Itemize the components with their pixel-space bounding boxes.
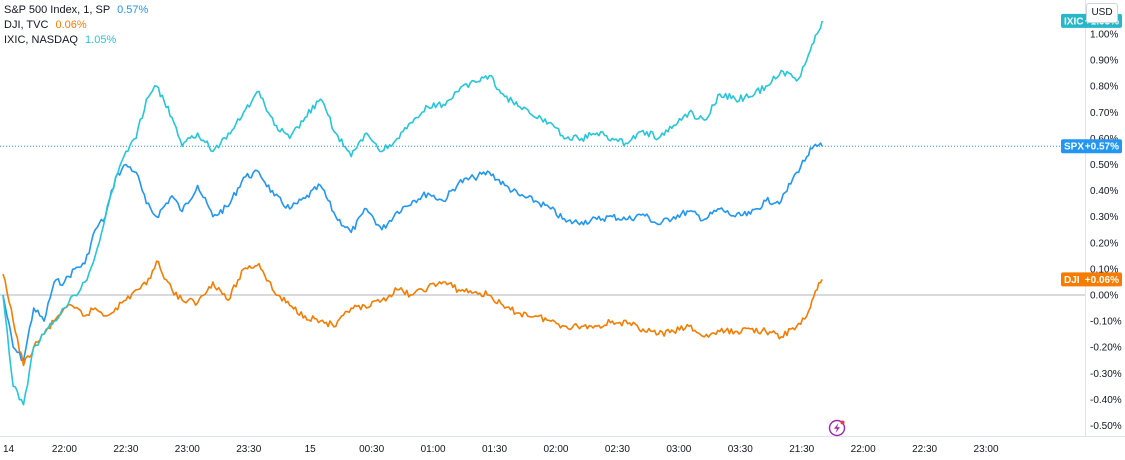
x-tick-label: 23:00	[974, 444, 999, 455]
x-tick-label: 22:00	[52, 444, 77, 455]
y-tick-label: -0.10%	[1090, 317, 1122, 328]
time-axis[interactable]: 14 22:00 22:30 23:00 23:30 15 00:30 01:00 01:30 0…	[3, 444, 999, 455]
x-tick-label: 02:30	[605, 444, 630, 455]
y-tick-label: 0.20%	[1090, 238, 1118, 249]
badge-symbol: SPX	[1064, 142, 1084, 153]
x-tick-label: 14	[3, 444, 15, 455]
x-tick-label: 00:30	[359, 444, 384, 455]
x-tick-label: 01:00	[421, 444, 446, 455]
price-badge: DJI +0.06%	[1061, 272, 1122, 287]
badge-background	[1061, 139, 1122, 154]
y-tick-label: -0.40%	[1090, 395, 1122, 406]
x-tick-label: 22:00	[851, 444, 876, 455]
y-tick-label: 0.70%	[1090, 108, 1118, 119]
x-tick-label: 21:30	[789, 444, 814, 455]
x-tick-label: 23:30	[236, 444, 261, 455]
price-badge: SPX +0.57%	[1061, 139, 1122, 154]
y-tick-label: 0.10%	[1090, 264, 1118, 275]
series-line	[2, 20, 823, 406]
legend-label: IXIC, NASDAQ	[4, 34, 78, 46]
x-tick-label: 03:30	[728, 444, 753, 455]
legend-value: 1.05%	[85, 34, 117, 46]
y-tick-label: -0.50%	[1090, 421, 1122, 432]
badge-background	[1061, 272, 1122, 287]
y-tick-label: 0.90%	[1090, 56, 1118, 67]
badge-value: +0.06%	[1085, 275, 1119, 286]
series-line	[2, 260, 823, 367]
badge-symbol: DJI	[1064, 275, 1080, 286]
x-tick-label: 03:00	[666, 444, 691, 455]
legend-value: 0.06%	[55, 19, 87, 31]
legend-value: 0.57%	[117, 4, 149, 16]
x-tick-label: 02:00	[543, 444, 568, 455]
y-tick-label: 0.30%	[1090, 212, 1118, 223]
y-tick-label: -0.30%	[1090, 369, 1122, 380]
x-tick-label: 22:30	[113, 444, 138, 455]
legend-item-dji[interactable]: DJI, TVC 0.06%	[4, 18, 148, 33]
y-tick-label: -0.20%	[1090, 343, 1122, 354]
x-tick-label: 22:30	[912, 444, 937, 455]
currency-button[interactable]: USD	[1086, 3, 1118, 23]
y-tick-label: 0.80%	[1090, 82, 1118, 93]
flash-icon[interactable]	[828, 419, 846, 437]
legend-label: S&P 500 Index, 1, SP	[4, 4, 111, 16]
x-tick-label: 01:30	[482, 444, 507, 455]
y-tick-label: 0.40%	[1090, 186, 1118, 197]
legend-item-spx[interactable]: S&P 500 Index, 1, SP 0.57%	[4, 3, 148, 18]
legend-label: DJI, TVC	[4, 19, 49, 31]
x-tick-label: 23:00	[175, 444, 200, 455]
badge-value: +0.57%	[1085, 142, 1119, 153]
legend-item-ixic[interactable]: IXIC, NASDAQ 1.05%	[4, 33, 148, 48]
series-lines	[2, 20, 823, 406]
y-tick-label: 0.50%	[1090, 160, 1118, 171]
y-tick-label: 0.00%	[1090, 291, 1118, 302]
x-tick-label: 15	[305, 444, 317, 455]
legend: S&P 500 Index, 1, SP 0.57% DJI, TVC 0.06…	[4, 3, 148, 48]
badge-symbol: IXIC	[1064, 16, 1083, 27]
y-tick-label: 1.00%	[1090, 29, 1118, 40]
price-badges: IXIC+1.05%SPX+0.57%DJI+0.06%	[1061, 13, 1122, 287]
series-line	[2, 142, 823, 362]
